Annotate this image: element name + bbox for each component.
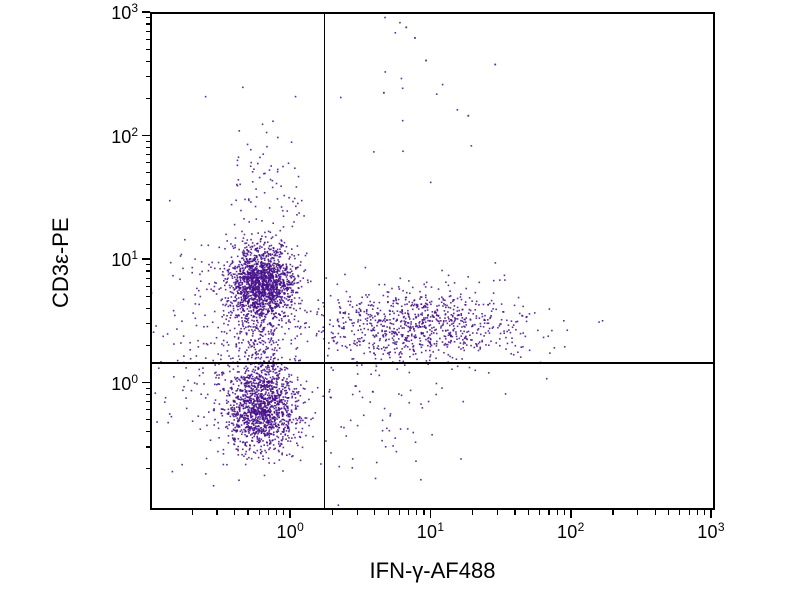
x-axis-tick-label: 101: [416, 520, 445, 542]
x-axis-minor-tick: [408, 510, 410, 515]
x-axis-minor-tick: [258, 510, 260, 515]
y-axis-minor-tick: [145, 307, 150, 309]
x-axis-minor-tick: [356, 510, 358, 515]
x-axis-major-tick: [710, 510, 712, 518]
x-axis-minor-tick: [416, 510, 418, 515]
y-axis-minor-tick: [145, 387, 150, 389]
y-axis-minor-tick: [145, 277, 150, 279]
x-axis-minor-tick: [654, 510, 656, 515]
y-axis-minor-tick: [145, 154, 150, 156]
y-axis-minor-tick: [145, 431, 150, 433]
y-axis-minor-tick: [145, 199, 150, 201]
y-axis-minor-tick: [145, 172, 150, 174]
y-axis-minor-tick: [145, 419, 150, 421]
x-axis-minor-tick: [514, 510, 516, 515]
x-axis-minor-tick: [398, 510, 400, 515]
y-axis-tick-label: 100: [111, 371, 138, 394]
y-axis-major-tick: [142, 11, 150, 13]
y-axis-major-tick: [142, 381, 150, 384]
y-axis-minor-tick: [145, 38, 150, 40]
y-axis-minor-tick: [145, 75, 150, 78]
y-axis-minor-tick: [145, 162, 150, 164]
y-axis-minor-tick: [145, 17, 150, 19]
x-axis-minor-tick: [374, 510, 376, 515]
x-axis-minor-tick: [703, 510, 706, 515]
x-axis-minor-tick: [539, 510, 541, 515]
x-axis-minor-tick: [276, 510, 278, 515]
x-axis-minor-tick: [331, 510, 334, 515]
x-axis-minor-tick: [548, 510, 550, 515]
y-axis-minor-tick: [145, 23, 150, 25]
x-axis-major-tick: [289, 510, 292, 518]
x-axis-minor-tick: [216, 510, 218, 515]
x-axis-minor-tick: [527, 510, 530, 515]
y-axis-tick-label: 103: [111, 1, 138, 23]
quadrant-gate-horizontal-line: [152, 361, 713, 364]
y-axis-minor-tick: [145, 146, 150, 149]
y-axis-minor-tick: [145, 270, 150, 272]
x-axis-minor-tick: [233, 510, 236, 515]
y-axis-minor-tick: [145, 344, 150, 346]
x-axis-minor-tick: [612, 510, 614, 515]
y-axis-minor-tick: [145, 295, 150, 297]
x-axis-minor-tick: [191, 510, 193, 515]
y-axis-minor-tick: [145, 97, 150, 99]
x-axis-tick-label: 102: [556, 520, 585, 542]
y-axis-minor-tick: [145, 409, 150, 411]
y-axis-minor-tick: [145, 401, 150, 403]
x-axis-minor-tick: [637, 510, 639, 515]
y-axis-tick-label: 101: [111, 248, 138, 270]
x-axis-major-tick: [569, 510, 572, 518]
x-axis-minor-tick: [472, 510, 474, 515]
y-axis-tick-label: 102: [111, 124, 138, 147]
x-axis-minor-tick: [247, 510, 249, 515]
y-axis-minor-tick: [145, 221, 150, 223]
x-axis-minor-tick: [696, 510, 698, 515]
x-axis-label: IFN-γ-AF488: [369, 558, 496, 583]
y-axis-minor-tick: [145, 322, 150, 325]
y-axis-minor-tick: [145, 393, 150, 396]
x-axis-minor-tick: [387, 510, 389, 515]
x-axis-minor-tick: [688, 510, 690, 515]
y-axis-minor-tick: [145, 140, 150, 142]
x-axis-minor-tick: [283, 510, 285, 515]
x-axis-tick-label: 103: [697, 520, 725, 542]
y-axis-minor-tick: [145, 285, 150, 287]
y-axis-minor-tick: [145, 264, 150, 266]
y-axis-minor-tick: [145, 30, 150, 32]
x-axis-major-tick: [429, 510, 432, 518]
plot-area: [150, 12, 715, 510]
y-axis-major-tick: [142, 258, 150, 260]
x-axis-minor-tick: [267, 510, 270, 515]
x-axis-minor-tick: [556, 510, 558, 515]
quadrant-gate-vertical-line: [323, 14, 326, 508]
x-axis-minor-tick: [679, 510, 681, 515]
y-axis-minor-tick: [145, 48, 150, 50]
y-axis-minor-tick: [145, 468, 150, 470]
scatter-points-canvas: [152, 14, 713, 508]
y-axis-minor-tick: [145, 60, 150, 62]
x-axis-tick-label: 100: [276, 520, 305, 542]
y-axis-major-tick: [142, 134, 150, 137]
y-axis-label: CD3ε-PE: [48, 217, 73, 308]
x-axis-minor-tick: [423, 510, 425, 515]
x-axis-minor-tick: [496, 510, 498, 515]
y-axis-minor-tick: [145, 184, 150, 186]
x-axis-minor-tick: [563, 510, 565, 515]
x-axis-minor-tick: [668, 510, 670, 515]
y-axis-minor-tick: [145, 446, 150, 448]
